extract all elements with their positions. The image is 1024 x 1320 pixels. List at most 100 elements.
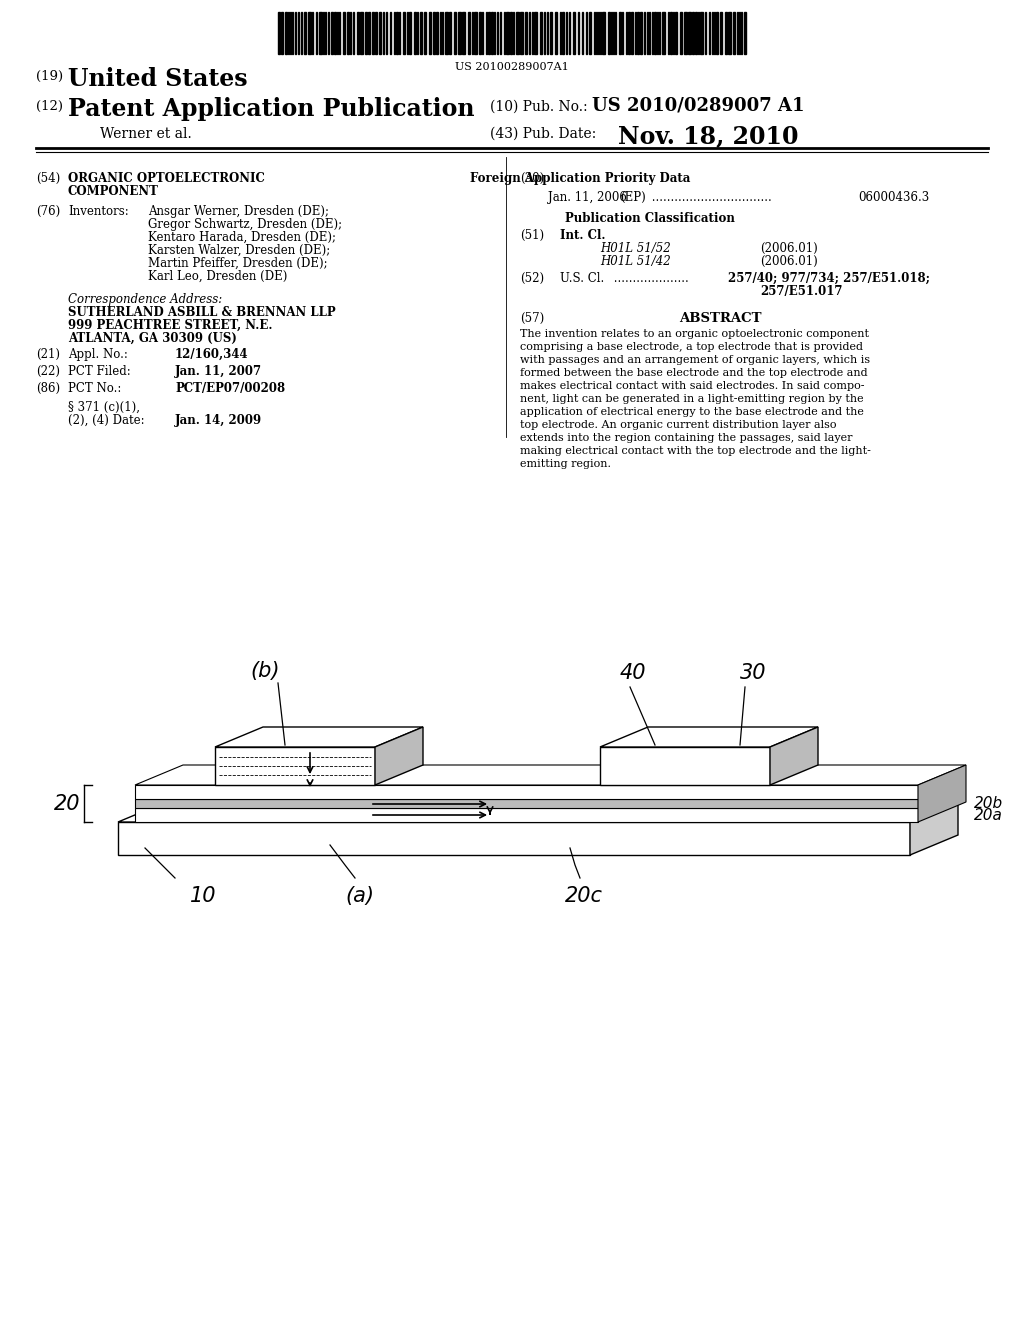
Polygon shape — [118, 822, 910, 855]
Bar — [343, 12, 345, 54]
Text: (54): (54) — [36, 172, 60, 185]
Polygon shape — [215, 727, 423, 747]
Text: COMPONENT: COMPONENT — [68, 185, 159, 198]
Text: (86): (86) — [36, 381, 60, 395]
Text: (2), (4) Date:: (2), (4) Date: — [68, 414, 144, 426]
Polygon shape — [600, 747, 770, 785]
Bar — [454, 12, 456, 54]
Text: 20b: 20b — [974, 796, 1004, 812]
Text: making electrical contact with the top electrode and the light-: making electrical contact with the top e… — [520, 446, 870, 455]
Bar — [654, 12, 656, 54]
Bar — [468, 12, 470, 54]
Text: (57): (57) — [520, 312, 544, 325]
Bar — [420, 12, 422, 54]
Bar — [462, 12, 465, 54]
Bar — [458, 12, 461, 54]
Text: Karl Leo, Dresden (DE): Karl Leo, Dresden (DE) — [148, 271, 288, 282]
Text: 20a: 20a — [974, 808, 1002, 822]
Bar — [692, 12, 694, 54]
Bar — [516, 12, 519, 54]
Text: United States: United States — [68, 67, 248, 91]
Text: US 20100289007A1: US 20100289007A1 — [455, 62, 569, 73]
Text: Karsten Walzer, Dresden (DE);: Karsten Walzer, Dresden (DE); — [148, 244, 331, 257]
Text: Jan. 11, 2006: Jan. 11, 2006 — [548, 191, 627, 205]
Bar — [319, 12, 322, 54]
Text: Ansgar Werner, Dresden (DE);: Ansgar Werner, Dresden (DE); — [148, 205, 329, 218]
Bar — [631, 12, 633, 54]
Text: 999 PEACHTREE STREET, N.E.: 999 PEACHTREE STREET, N.E. — [68, 319, 272, 333]
Polygon shape — [770, 727, 818, 785]
Polygon shape — [135, 766, 966, 785]
Bar — [550, 12, 552, 54]
Bar — [449, 12, 451, 54]
Text: (76): (76) — [36, 205, 60, 218]
Text: SUTHERLAND ASBILL & BRENNAN LLP: SUTHERLAND ASBILL & BRENNAN LLP — [68, 306, 336, 319]
Text: (12): (12) — [36, 100, 63, 114]
Bar — [733, 12, 735, 54]
Bar — [479, 12, 481, 54]
Bar — [285, 12, 287, 54]
Bar — [525, 12, 527, 54]
Text: (52): (52) — [520, 272, 544, 285]
Text: (10) Pub. No.:: (10) Pub. No.: — [490, 100, 588, 114]
Bar — [365, 12, 367, 54]
Bar — [662, 12, 665, 54]
Text: H01L 51/52: H01L 51/52 — [600, 242, 671, 255]
Bar — [409, 12, 411, 54]
Text: Patent Application Publication: Patent Application Publication — [68, 96, 474, 121]
Text: extends into the region containing the passages, said layer: extends into the region containing the p… — [520, 433, 853, 444]
Text: (b): (b) — [250, 661, 280, 681]
Bar — [281, 12, 283, 54]
Bar — [716, 12, 718, 54]
Bar — [474, 12, 477, 54]
Bar — [278, 12, 280, 54]
Text: ATLANTA, GA 30309 (US): ATLANTA, GA 30309 (US) — [68, 333, 237, 345]
Text: 20c: 20c — [565, 886, 603, 906]
Text: application of electrical energy to the base electrode and the: application of electrical energy to the … — [520, 407, 864, 417]
Text: 20: 20 — [53, 793, 80, 813]
Text: 40: 40 — [620, 663, 646, 682]
Bar — [744, 12, 746, 54]
Text: U.S. Cl.: U.S. Cl. — [560, 272, 604, 285]
Text: Int. Cl.: Int. Cl. — [560, 228, 605, 242]
Bar — [379, 12, 381, 54]
Text: Jan. 14, 2009: Jan. 14, 2009 — [175, 414, 262, 426]
Text: Inventors:: Inventors: — [68, 205, 129, 218]
Bar — [618, 12, 621, 54]
Text: 257/E51.017: 257/E51.017 — [760, 285, 843, 298]
Bar — [670, 12, 672, 54]
Text: nent, light can be generated in a light-emitting region by the: nent, light can be generated in a light-… — [520, 393, 863, 404]
Text: top electrode. An organic current distribution layer also: top electrode. An organic current distri… — [520, 420, 837, 430]
Bar — [347, 12, 349, 54]
Text: 10: 10 — [190, 886, 216, 906]
Bar — [331, 12, 333, 54]
Bar — [375, 12, 377, 54]
Bar — [510, 12, 512, 54]
Text: PCT No.:: PCT No.: — [68, 381, 122, 395]
Text: (a): (a) — [345, 886, 374, 906]
Bar — [436, 12, 438, 54]
Text: emitting region.: emitting region. — [520, 459, 611, 469]
Text: Gregor Schwartz, Dresden (DE);: Gregor Schwartz, Dresden (DE); — [148, 218, 342, 231]
Text: Correspondence Address:: Correspondence Address: — [68, 293, 222, 306]
Bar — [308, 12, 311, 54]
Bar — [360, 12, 362, 54]
Bar — [602, 12, 605, 54]
Polygon shape — [375, 727, 423, 785]
Text: § 371 (c)(1),: § 371 (c)(1), — [68, 401, 140, 414]
Text: The invention relates to an organic optoelectronic component: The invention relates to an organic opto… — [520, 329, 869, 339]
Bar — [725, 12, 727, 54]
Bar — [368, 12, 370, 54]
Text: formed between the base electrode and the top electrode and: formed between the base electrode and th… — [520, 368, 867, 378]
Bar — [334, 12, 336, 54]
Bar — [628, 12, 630, 54]
Text: Jan. 11, 2007: Jan. 11, 2007 — [175, 366, 262, 378]
Bar — [589, 12, 591, 54]
Bar — [424, 12, 426, 54]
Bar — [414, 12, 416, 54]
Bar — [684, 12, 687, 54]
Bar — [488, 12, 490, 54]
Text: PCT/EP07/00208: PCT/EP07/00208 — [175, 381, 285, 395]
Bar — [688, 12, 691, 54]
Bar — [396, 12, 398, 54]
